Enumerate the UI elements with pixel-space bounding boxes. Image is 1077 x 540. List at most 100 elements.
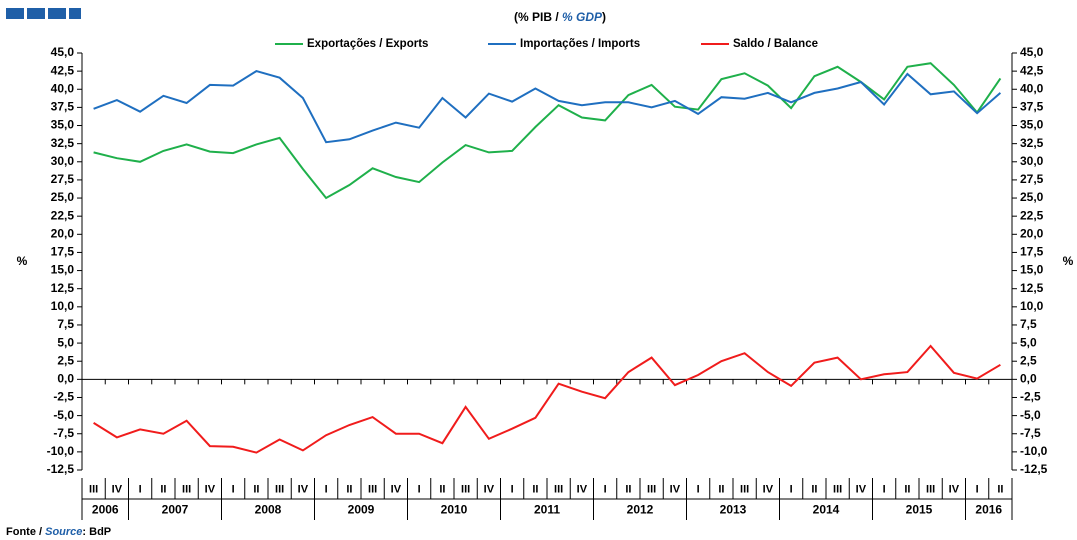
y-tick-label: -5,0 — [53, 408, 74, 422]
y-tick-label: -10,0 — [47, 444, 75, 458]
y2-tick-label: -7,5 — [1020, 426, 1041, 440]
x-tick-label: III — [461, 483, 470, 495]
source-en: Source — [45, 526, 82, 538]
subtitle: (% PIB / % GDP) — [514, 10, 606, 24]
y2-tick-label: 27,5 — [1020, 172, 1044, 186]
y-tick-label: 25,0 — [51, 190, 75, 204]
logo — [6, 8, 81, 19]
x-tick-label: IV — [298, 483, 309, 495]
subtitle-pt: (% PIB / — [514, 10, 562, 24]
x-tick-label: III — [182, 483, 191, 495]
x-tick-label: IV — [763, 483, 774, 495]
year-label: 2010 — [441, 503, 468, 517]
x-tick-label: II — [811, 483, 817, 495]
legend-label: Importações / Imports — [520, 38, 640, 50]
year-label: 2014 — [813, 503, 840, 517]
y2-tick-label: 32,5 — [1020, 136, 1044, 150]
y2-tick-label: 25,0 — [1020, 190, 1044, 204]
y-tick-label: 37,5 — [51, 100, 75, 114]
y-tick-label: 30,0 — [51, 154, 75, 168]
y2-tick-label: 7,5 — [1020, 317, 1037, 331]
x-tick-label: II — [439, 483, 445, 495]
y2-tick-label: 12,5 — [1020, 281, 1044, 295]
x-tick-label: I — [976, 483, 979, 495]
x-tick-label: I — [604, 483, 607, 495]
x-tick-label: II — [625, 483, 631, 495]
x-tick-label: IV — [856, 483, 867, 495]
y2-tick-label: 10,0 — [1020, 299, 1044, 313]
x-tick-label: II — [346, 483, 352, 495]
y2-tick-label: 30,0 — [1020, 154, 1044, 168]
y-tick-label: 32,5 — [51, 136, 75, 150]
x-tick-label: IV — [205, 483, 216, 495]
x-tick-label: IV — [484, 483, 495, 495]
legend-label: Saldo / Balance — [733, 38, 818, 50]
x-tick-label: III — [554, 483, 563, 495]
x-tick-label: IV — [391, 483, 402, 495]
source-name: : BdP — [82, 526, 111, 538]
subtitle-en: % GDP — [562, 10, 603, 24]
x-tick-label: I — [790, 483, 793, 495]
y2-tick-label: 35,0 — [1020, 118, 1044, 132]
y-tick-label: 40,0 — [51, 81, 75, 95]
y2-tick-label: 15,0 — [1020, 263, 1044, 277]
x-tick-label: II — [160, 483, 166, 495]
y2-tick-label: 5,0 — [1020, 335, 1037, 349]
series-line — [93, 344, 1001, 454]
x-tick-label: II — [718, 483, 724, 495]
source: Fonte / Source: BdP — [6, 526, 111, 538]
y2-tick-label: 37,5 — [1020, 100, 1044, 114]
y-tick-label: 42,5 — [51, 63, 75, 77]
y-tick-label: 5,0 — [57, 335, 74, 349]
x-tick-label: I — [232, 483, 235, 495]
x-tick-label: I — [418, 483, 421, 495]
x-tick-label: III — [740, 483, 749, 495]
y-tick-label: 0,0 — [57, 372, 74, 386]
x-tick-label: III — [275, 483, 284, 495]
y-tick-label: 7,5 — [57, 317, 74, 331]
x-tick-label: I — [883, 483, 886, 495]
x-tick-label: IV — [670, 483, 681, 495]
x-tick-label: I — [139, 483, 142, 495]
y2-tick-label: 17,5 — [1020, 245, 1044, 259]
series-line — [93, 62, 1002, 200]
year-label: 2006 — [92, 503, 119, 517]
source-pt: Fonte / — [6, 526, 45, 538]
legend-label: Exportações / Exports — [307, 38, 428, 50]
y2-tick-label: 0,0 — [1020, 372, 1037, 386]
x-tick-label: III — [368, 483, 377, 495]
x-tick-label: I — [325, 483, 328, 495]
year-label: 2015 — [906, 503, 933, 517]
year-label: 2012 — [627, 503, 654, 517]
year-label: 2011 — [534, 503, 560, 517]
x-tick-label: IV — [949, 483, 960, 495]
y-tick-label: 45,0 — [51, 45, 75, 59]
year-label: 2009 — [348, 503, 375, 517]
y-axis-label: % — [17, 254, 28, 268]
y-tick-label: 35,0 — [51, 118, 75, 132]
y2-tick-label: 20,0 — [1020, 226, 1044, 240]
y2-tick-label: 42,5 — [1020, 63, 1044, 77]
y-tick-label: -7,5 — [53, 426, 74, 440]
y-tick-label: 12,5 — [51, 281, 75, 295]
y-tick-label: 10,0 — [51, 299, 75, 313]
x-tick-label: I — [511, 483, 514, 495]
y2-tick-label: 2,5 — [1020, 353, 1037, 367]
y-tick-label: -2,5 — [53, 390, 74, 404]
series-line — [93, 70, 1002, 144]
x-tick-label: III — [926, 483, 935, 495]
y2-axis-label: % — [1063, 254, 1074, 268]
y2-tick-label: 40,0 — [1020, 81, 1044, 95]
y-tick-label: -12,5 — [47, 462, 75, 476]
year-label: 2007 — [162, 503, 189, 517]
y-tick-label: 15,0 — [51, 263, 75, 277]
year-label: 2013 — [720, 503, 747, 517]
y-tick-label: 27,5 — [51, 172, 75, 186]
x-tick-label: II — [253, 483, 259, 495]
y2-tick-label: -5,0 — [1020, 408, 1041, 422]
y2-tick-label: -10,0 — [1020, 444, 1048, 458]
y2-tick-label: 22,5 — [1020, 208, 1044, 222]
y-tick-label: 2,5 — [57, 353, 74, 367]
x-tick-label: II — [997, 483, 1003, 495]
